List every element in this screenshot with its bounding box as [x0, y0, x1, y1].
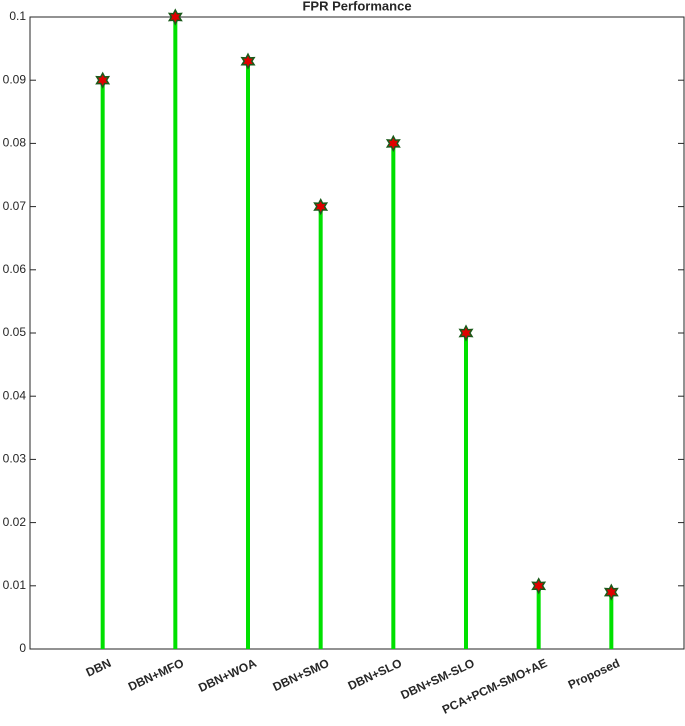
x-tick-label: DBN+MFO [126, 656, 186, 694]
stem-marker [240, 52, 256, 70]
x-tick-label: DBN+WOA [196, 656, 259, 695]
x-tick-label: DBN [84, 656, 113, 680]
y-tick-label: 0.08 [3, 136, 27, 150]
y-tick-label: 0.07 [3, 199, 27, 213]
plot-frame [29, 16, 685, 650]
x-tick-label: DBN+SMO [271, 656, 332, 694]
x-tick-label: DBN+SLO [346, 656, 404, 693]
y-tick-label: 0.06 [3, 262, 27, 276]
stem-marker [167, 8, 183, 26]
y-tick-label: 0 [19, 641, 26, 655]
stem-marker [458, 324, 474, 342]
stem-marker [385, 134, 401, 153]
stem-marker [531, 577, 547, 595]
chart-title: FPR Performance [302, 0, 411, 13]
stem-marker [313, 197, 329, 216]
stem-marker [603, 583, 619, 601]
y-tick-label: 0.03 [3, 452, 27, 466]
y-tick-label: 0.02 [3, 515, 27, 529]
stem-marker [95, 71, 111, 89]
y-tick-label: 0.01 [3, 578, 27, 592]
y-tick-label: 0.09 [3, 72, 27, 86]
x-tick-label: Proposed [566, 656, 622, 692]
y-tick-label: 0.04 [3, 388, 27, 402]
y-tick-label: 0.1 [9, 9, 26, 23]
y-tick-label: 0.05 [3, 325, 27, 339]
